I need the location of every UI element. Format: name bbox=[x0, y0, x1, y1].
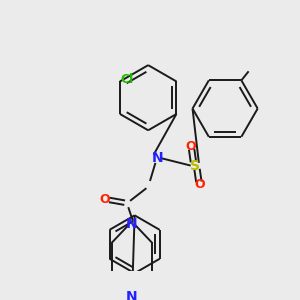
Text: S: S bbox=[190, 159, 200, 172]
Text: Cl: Cl bbox=[121, 73, 134, 86]
Text: N: N bbox=[126, 290, 138, 300]
Text: O: O bbox=[185, 140, 196, 153]
Text: N: N bbox=[152, 151, 163, 165]
Text: N: N bbox=[126, 218, 138, 231]
Text: O: O bbox=[99, 193, 110, 206]
Text: O: O bbox=[194, 178, 205, 191]
